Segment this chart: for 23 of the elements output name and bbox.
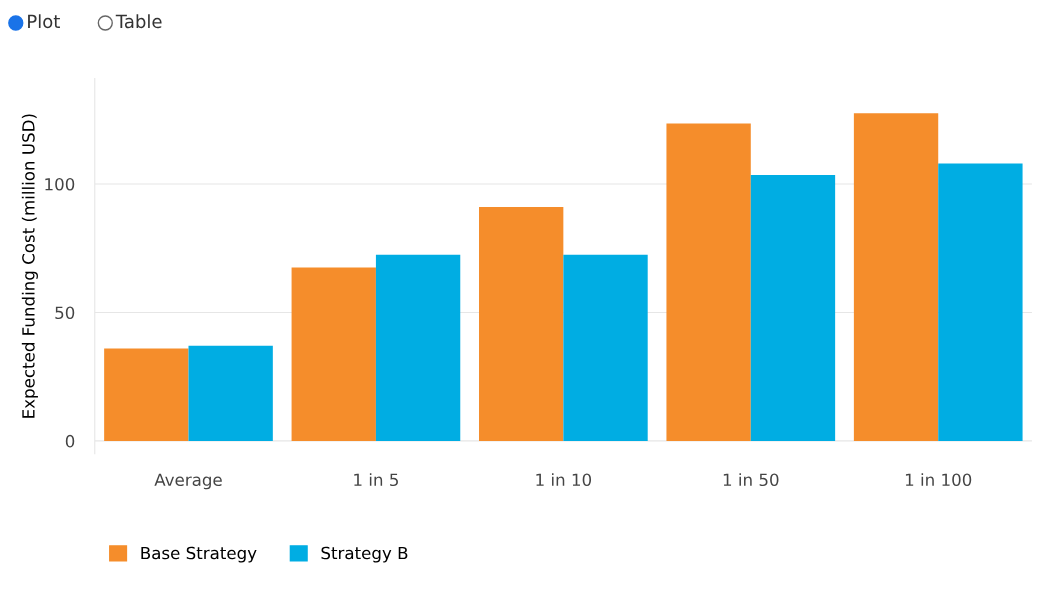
y-tick-label: 100 (45, 177, 75, 191)
legend-label: Base Strategy (141, 546, 257, 563)
bar (375, 254, 461, 441)
y-axis-title: Expected Funding Cost (million USD) (21, 114, 38, 418)
bar (666, 123, 751, 441)
text: Table (115, 14, 162, 29)
bar (750, 174, 836, 441)
x-tick-label: 1 in 10 (536, 473, 592, 487)
y-tick-label: 50 (55, 306, 75, 320)
bar (188, 345, 273, 441)
bar (479, 207, 564, 441)
x-tick-label: 1 in 100 (905, 473, 972, 487)
x-tick-label: 1 in 5 (354, 473, 398, 487)
x-tick-label: Average (154, 473, 222, 490)
bar (291, 267, 376, 441)
bar (104, 348, 189, 441)
bar (938, 163, 1023, 441)
bar (563, 254, 648, 441)
x-tick-label: 1 in 50 (723, 473, 779, 487)
y-tick-label: 0 (65, 434, 75, 448)
bar (853, 113, 939, 441)
text: Plot (28, 14, 60, 29)
legend-label: Strategy B (321, 546, 408, 563)
